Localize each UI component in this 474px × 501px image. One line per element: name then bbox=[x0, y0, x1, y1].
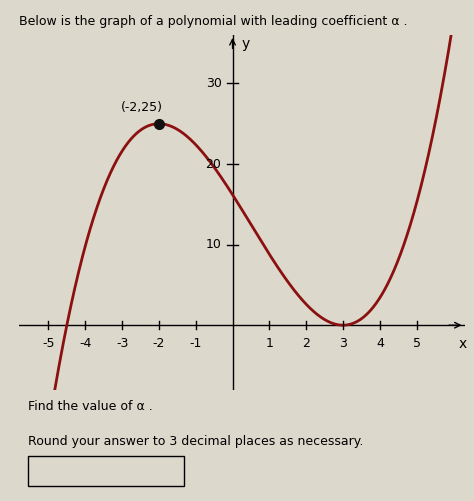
Text: Round your answer to 3 decimal places as necessary.: Round your answer to 3 decimal places as… bbox=[28, 435, 363, 448]
Text: 4: 4 bbox=[376, 337, 384, 350]
Text: -4: -4 bbox=[79, 337, 91, 350]
Text: 2: 2 bbox=[302, 337, 310, 350]
Text: -5: -5 bbox=[42, 337, 55, 350]
Text: y: y bbox=[242, 38, 250, 52]
FancyBboxPatch shape bbox=[28, 455, 184, 486]
Text: -3: -3 bbox=[116, 337, 128, 350]
Text: Below is the graph of a polynomial with leading coefficient α .: Below is the graph of a polynomial with … bbox=[19, 15, 408, 28]
Text: 1: 1 bbox=[265, 337, 273, 350]
Text: 5: 5 bbox=[413, 337, 420, 350]
Text: 20: 20 bbox=[206, 157, 221, 170]
Text: 10: 10 bbox=[206, 238, 221, 251]
Text: -2: -2 bbox=[153, 337, 165, 350]
Text: -1: -1 bbox=[190, 337, 202, 350]
Text: (-2,25): (-2,25) bbox=[121, 101, 164, 114]
Text: x: x bbox=[458, 337, 467, 351]
Text: 30: 30 bbox=[206, 77, 221, 90]
Text: 3: 3 bbox=[339, 337, 347, 350]
Text: Find the value of α .: Find the value of α . bbox=[28, 400, 153, 413]
